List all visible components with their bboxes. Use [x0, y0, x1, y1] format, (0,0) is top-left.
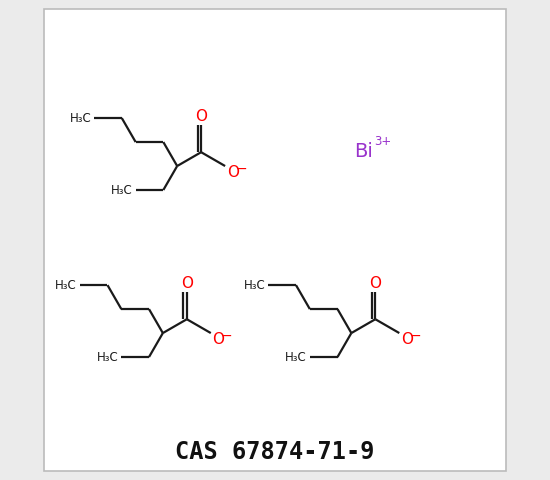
Text: O: O — [212, 332, 224, 347]
Text: O: O — [370, 276, 381, 291]
Text: H₃C: H₃C — [244, 278, 266, 292]
FancyBboxPatch shape — [43, 9, 507, 471]
Text: H₃C: H₃C — [69, 111, 91, 125]
Text: H₃C: H₃C — [111, 183, 133, 196]
Text: H₃C: H₃C — [55, 278, 77, 292]
Text: −: − — [409, 328, 421, 342]
Text: O: O — [181, 276, 193, 291]
Text: Bi: Bi — [354, 142, 372, 161]
Text: O: O — [227, 165, 239, 180]
Text: CAS 67874-71-9: CAS 67874-71-9 — [175, 440, 375, 464]
Text: 3+: 3+ — [374, 135, 391, 148]
Text: −: − — [221, 328, 232, 342]
Text: −: − — [235, 161, 246, 175]
Text: H₃C: H₃C — [97, 350, 118, 363]
Text: O: O — [195, 109, 207, 124]
Text: H₃C: H₃C — [285, 350, 307, 363]
Text: O: O — [401, 332, 413, 347]
